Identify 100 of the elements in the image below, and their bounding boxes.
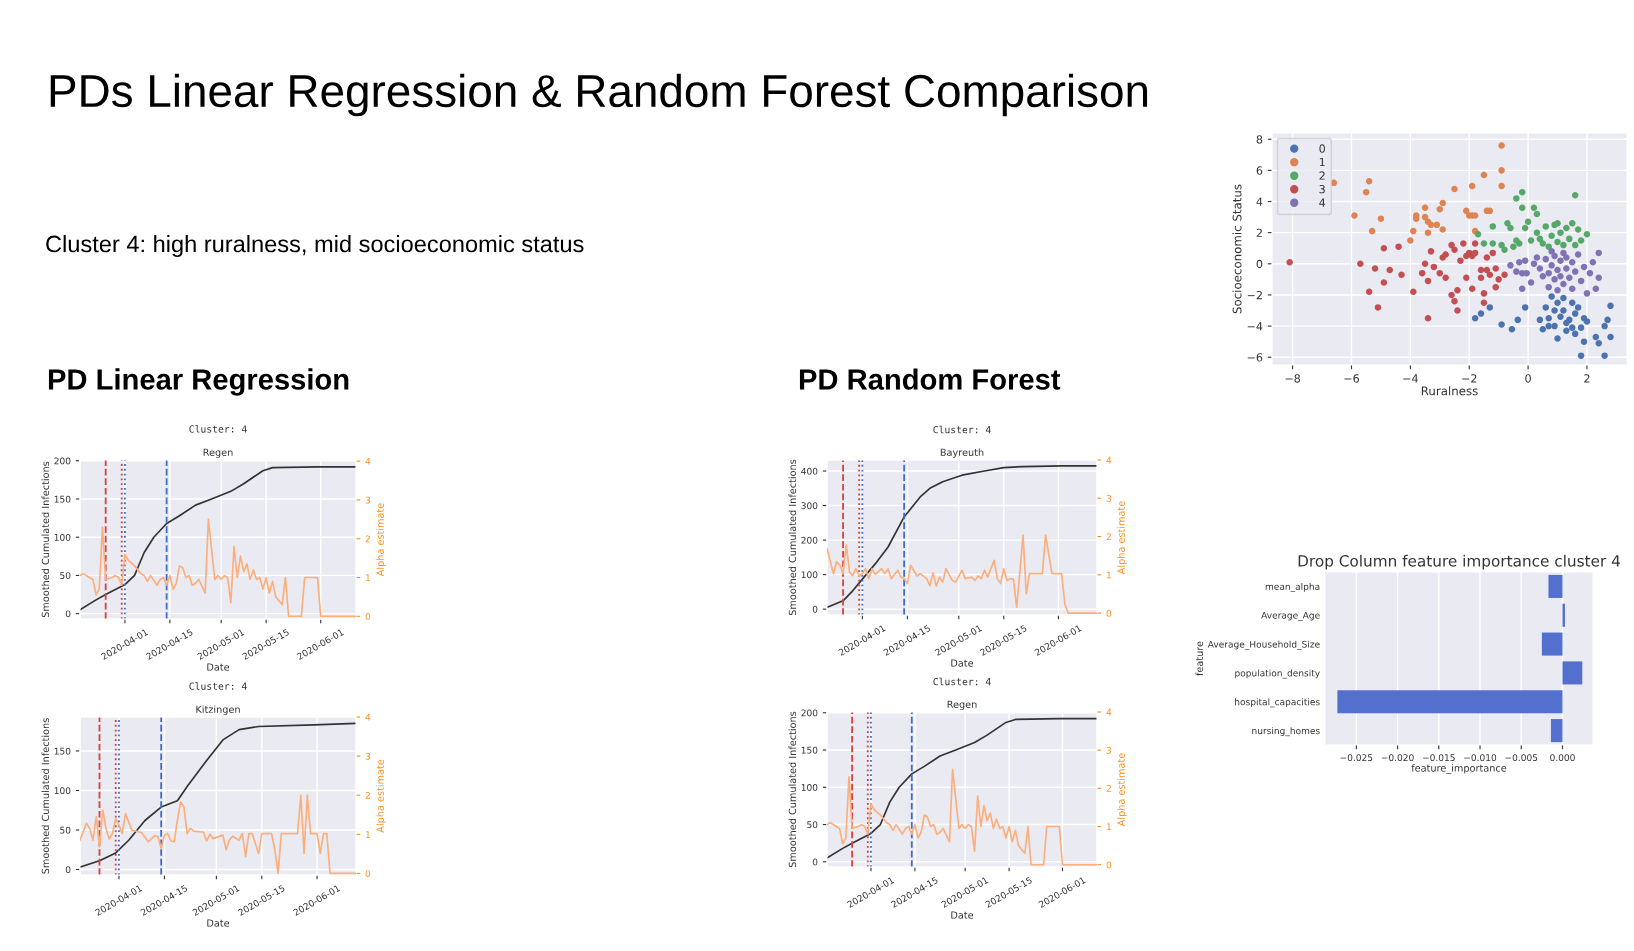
point [1542,223,1550,230]
text: PD Random Forest [799,368,1061,390]
y-axis-title: Smoothed Cumulated Infections [788,459,797,616]
point [1577,237,1585,244]
point [1498,142,1505,149]
point [1495,276,1502,283]
point [1545,243,1552,250]
y-tick-label: mean_alpha [1265,582,1320,592]
point [1407,237,1414,244]
point [1566,235,1573,243]
point [1463,274,1470,282]
y2-tick-label: 1 [1107,571,1111,579]
point [1568,285,1576,292]
point [1454,307,1461,314]
x-axis-title: Date [207,919,230,927]
y-tick-label: 100 [54,787,71,795]
point [1421,260,1429,268]
y2-tick-label: 3 [365,752,371,760]
point [1480,240,1488,247]
point [1357,260,1364,268]
point [1563,224,1570,232]
y-tick-label: 150 [801,746,818,754]
point [1568,324,1576,331]
point [1436,206,1444,213]
point [1471,240,1479,247]
y-axis-title: Smoothed Cumulated Infections [41,718,50,874]
point [1589,258,1597,266]
point [1421,213,1429,221]
line-series [827,717,1097,859]
point [1554,335,1561,342]
y-tick-label: 0 [812,858,818,866]
point [1533,229,1541,236]
point [1574,226,1582,233]
point [1545,269,1552,277]
point [1560,294,1567,302]
point [1395,243,1402,250]
y-tick-label: 200 [54,457,71,465]
y-tick-label: population_density [1235,669,1320,679]
point [1533,254,1541,261]
legend-label: 4 [1319,198,1326,207]
point [1548,248,1555,255]
point [1523,269,1530,277]
point [1571,268,1579,275]
x-axis-title: feature_importance [1411,764,1507,774]
point [1554,287,1561,294]
y-tick-label: 0 [1256,259,1263,269]
point [1557,229,1564,236]
point [1560,241,1567,249]
y-tick-label: 4 [1256,197,1263,206]
point [1448,241,1455,249]
point [1542,304,1550,311]
y2-axis-title: Alpha estimate [1117,753,1127,827]
y2-axis-title: Alpha estimate [376,759,386,833]
point [1601,322,1608,330]
y-axis-title: Smoothed Cumulated Infections [41,461,50,618]
point [1504,220,1511,227]
point [1421,204,1429,211]
x-tick-label: 0.000 [1550,754,1575,762]
text: PDs Linear Regression & Random Forest Comparison [50,73,1148,117]
point [1551,307,1558,314]
point [1368,227,1376,235]
point [1521,224,1529,232]
legend-label: 1 [1319,157,1325,167]
point [1480,299,1488,306]
x-tick-label: 2 [1584,374,1590,383]
point [1542,255,1550,263]
point [1551,322,1558,330]
point [1380,279,1388,286]
point [1513,195,1520,202]
point [1374,304,1382,311]
point [1463,207,1470,215]
y2-tick-label: 2 [365,535,370,543]
point [1492,283,1499,291]
point [1539,325,1547,333]
point [1477,274,1485,282]
point [1424,315,1432,322]
x-tick-label: −8 [1285,374,1301,383]
point [1433,221,1441,229]
y-tick-label: 8 [1256,135,1263,144]
point [1586,269,1594,277]
point [1516,258,1523,266]
point [1513,268,1520,275]
y-tick-label: 150 [54,747,71,755]
point [1560,307,1567,314]
point [1483,254,1491,261]
point [1568,258,1576,266]
y-tick-label: Average_Age [1261,611,1320,621]
point [1530,204,1538,211]
y-tick-label: 300 [801,502,818,510]
y-tick-label: 150 [54,495,71,503]
y-tick-label: 50 [60,572,71,579]
x-axis-title: Ruralness [1421,386,1478,396]
point [1362,188,1370,196]
point [1507,262,1514,269]
y2-tick-label: 0 [365,613,371,620]
bar [1548,574,1563,598]
point [1492,265,1499,272]
y-tick-label: 2 [1256,228,1262,237]
chart-title: Cluster: 4 [933,425,991,434]
point [1554,266,1561,274]
